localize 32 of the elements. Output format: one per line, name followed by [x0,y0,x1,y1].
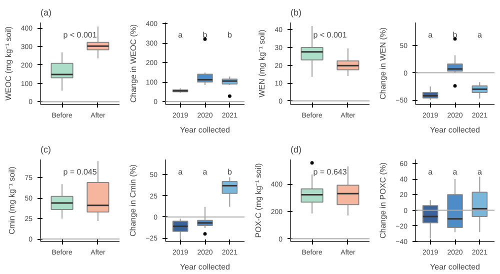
y-axis-title: WEOC (mg kg⁻¹ soil) [4,26,13,101]
annotation: a [428,168,434,176]
y-axis-title: POX-C (mg kg⁻¹ soil) [254,162,263,238]
y-axis-title: Change in Cmin (%) [128,164,138,237]
chart-title: (c) [40,144,51,154]
y-axis-title: Cmin (mg kg⁻¹ soil) [8,166,17,234]
y-axis-title: Change in POXC (%) [378,162,388,239]
y-axis-title: Change in WEOC (%) [128,24,138,103]
annotation: b [452,30,458,40]
x-axis-title: Year collected [430,262,480,272]
chart-title: (b) [290,8,302,18]
x-axis-title: Year collected [430,126,480,134]
annotation: p = 0.045 [63,168,98,176]
annotation: a [428,30,434,40]
x-axis-title: Year collected [180,262,230,272]
annotation: a [477,168,482,176]
annotation: b [202,30,208,40]
chart-title: (a) [40,8,52,18]
annotation: p < 0.001 [63,30,98,40]
annotation: a [452,168,458,176]
annotation: a [477,30,482,40]
annotation: p = 0.643 [313,168,348,176]
annotation: b [227,30,232,40]
x-axis-title: Year collected [180,126,230,134]
annotation: a [178,168,184,176]
annotation: a [178,30,184,40]
annotation: a [202,168,208,176]
annotation: p < 0.001 [313,30,348,40]
y-axis-title: WEN (mg kg⁻¹ soil) [258,29,267,98]
chart-title: (d) [290,144,302,154]
annotation: b [227,168,232,176]
y-axis-title: Change in WEN (%) [378,27,388,100]
